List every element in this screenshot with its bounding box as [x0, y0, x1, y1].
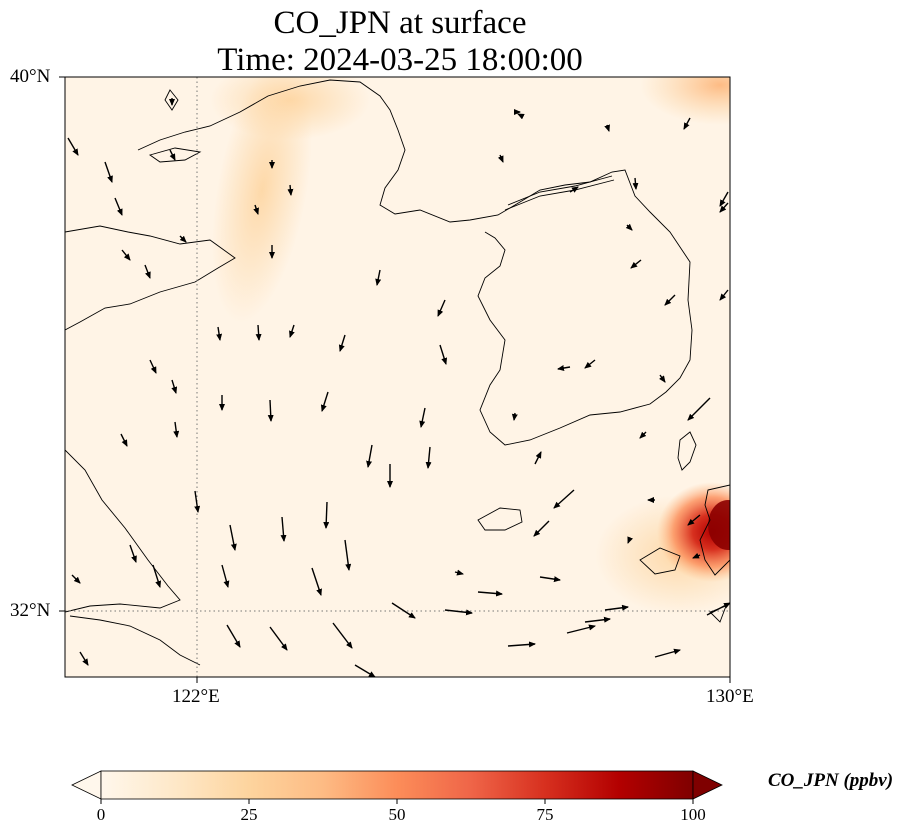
wind-arrow: [338, 334, 346, 352]
wind-arrow: [584, 359, 596, 369]
wind-arrow: [171, 379, 178, 394]
wind-arrow: [539, 576, 561, 583]
wind-arrow: [104, 161, 113, 183]
wind-arrow: [289, 324, 295, 338]
wind-arrow: [129, 544, 137, 563]
wind-vectors: [67, 98, 730, 677]
wind-arrow: [179, 235, 187, 243]
wind-arrow: [149, 359, 157, 374]
wind-arrow: [194, 490, 201, 513]
wind-arrow: [375, 269, 382, 286]
wind-arrow: [553, 489, 575, 509]
colorbar-title: CO_JPN (ppbv): [768, 770, 894, 791]
wind-arrow: [216, 326, 223, 341]
wind-arrow: [632, 177, 639, 190]
wind-arrow: [584, 616, 611, 623]
wind-arrow: [173, 421, 180, 438]
wind-arrow: [659, 374, 666, 383]
wind-arrow: [391, 602, 416, 619]
wind-arrow: [366, 444, 373, 468]
wind-arrow: [706, 602, 730, 616]
lat-tick-32n: 32°N: [10, 600, 51, 621]
wind-arrow: [604, 124, 610, 132]
concentration-field: [65, 77, 730, 677]
wind-arrow: [625, 223, 633, 231]
wind-arrow: [226, 624, 241, 648]
wind-arrow: [332, 622, 353, 649]
wind-arrow: [664, 294, 676, 306]
gridlines: [65, 77, 730, 677]
wind-arrow: [454, 569, 464, 576]
wind-arrow: [497, 154, 504, 163]
wind-arrow: [323, 501, 330, 529]
wind-arrow: [267, 399, 274, 422]
map-time: Time: 2024-03-25 18:00:00: [217, 42, 583, 78]
wind-arrow: [557, 365, 571, 371]
wind-arrow: [344, 539, 352, 571]
map-frame: [64, 76, 731, 678]
wind-arrow: [444, 609, 473, 616]
wind-arrow: [517, 113, 525, 120]
colorbar-tick-50: 50: [388, 805, 406, 824]
wind-arrow: [569, 186, 579, 193]
wind-arrow: [687, 514, 701, 526]
wind-arrow: [507, 641, 536, 648]
wind-arrow: [687, 397, 711, 421]
wind-arrow: [311, 567, 322, 596]
wind-arrow: [630, 259, 642, 269]
lat-tick-40n: 40°N: [10, 66, 51, 87]
colorbar-tick-100: 100: [680, 805, 706, 824]
wind-arrow: [477, 590, 503, 597]
wind-arrow: [425, 446, 432, 469]
colorbar-tick-25: 25: [240, 805, 258, 824]
wind-arrow: [683, 117, 691, 130]
wind-arrow: [280, 516, 287, 542]
lon-tick-122e: 122°E: [172, 686, 220, 707]
wind-arrow: [719, 202, 729, 213]
wind-arrow: [144, 264, 151, 279]
wind-arrow: [121, 249, 131, 261]
wind-arrow: [437, 299, 446, 317]
colorbar-tick-75: 75: [536, 805, 554, 824]
wind-arrow: [320, 391, 329, 412]
wind-arrow: [269, 626, 288, 651]
wind-arrow: [566, 624, 596, 634]
wind-arrow: [120, 433, 128, 447]
wind-arrow: [253, 204, 259, 215]
wind-arrow: [604, 604, 629, 611]
wind-arrow: [654, 648, 681, 658]
wind-arrow: [511, 412, 518, 421]
wind-arrow: [114, 197, 123, 216]
wind-arrow: [71, 574, 81, 584]
wind-arrow: [692, 552, 701, 559]
wind-arrow: [152, 564, 162, 588]
wind-arrow: [354, 664, 376, 677]
wind-arrow: [627, 536, 634, 544]
wind-arrow: [169, 149, 176, 161]
colorbar: [71, 770, 723, 804]
wind-arrow: [221, 564, 230, 588]
wind-arrow: [533, 520, 550, 537]
colorbar-tick-0: 0: [96, 805, 106, 824]
wind-arrow: [287, 184, 294, 196]
wind-arrow: [79, 651, 89, 666]
wind-arrow: [67, 137, 79, 156]
wind-arrow: [255, 324, 262, 341]
lon-tick-130e: 130°E: [706, 686, 754, 707]
wind-arrow: [419, 407, 426, 428]
wind-arrow: [639, 431, 647, 439]
wind-arrow: [719, 191, 729, 207]
wind-arrow: [534, 451, 542, 465]
wind-arrow: [229, 524, 237, 551]
map-title: CO_JPN at surface: [273, 5, 527, 41]
wind-arrow: [439, 344, 448, 365]
wind-arrow: [719, 289, 729, 301]
